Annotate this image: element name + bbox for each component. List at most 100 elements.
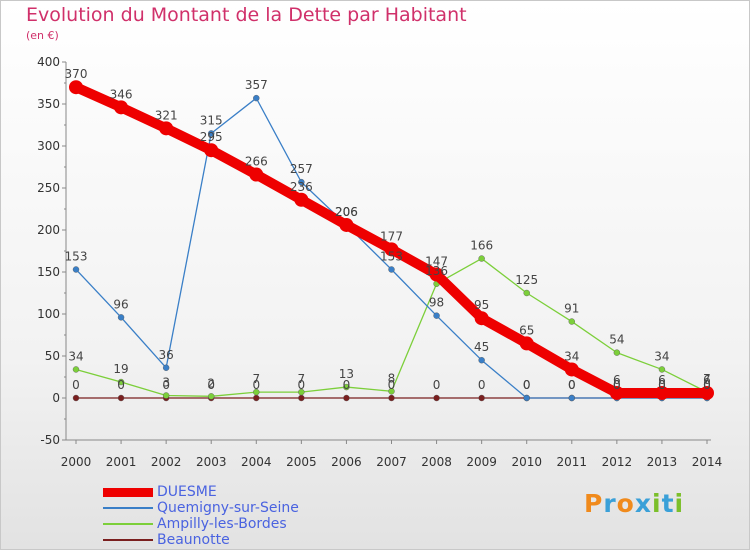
data-point-beaunotte bbox=[478, 394, 485, 402]
data-label-ampilly-les-bordes: 7 bbox=[252, 372, 260, 386]
x-tick-label: 2008 bbox=[421, 455, 452, 469]
logo-letter: t bbox=[661, 489, 675, 518]
data-label-ampilly-les-bordes: 13 bbox=[339, 367, 354, 381]
data-point-duesme bbox=[294, 192, 309, 207]
data-label-duesme: 370 bbox=[65, 67, 88, 81]
data-label-ampilly-les-bordes: 136 bbox=[425, 264, 448, 278]
legend-label: Ampilly-les-Bordes bbox=[157, 516, 287, 532]
data-point-quemigny-sur-seine bbox=[433, 312, 440, 319]
data-point-beaunotte bbox=[72, 394, 80, 402]
data-point-duesme bbox=[339, 217, 354, 232]
data-point-quemigny-sur-seine bbox=[117, 314, 125, 321]
data-label-beaunotte: 0 bbox=[252, 378, 260, 392]
data-label-quemigny-sur-seine: 206 bbox=[335, 205, 358, 219]
legend-item: Beaunotte bbox=[103, 532, 299, 548]
data-point-quemigny-sur-seine bbox=[208, 130, 215, 137]
data-label-duesme: 95 bbox=[474, 298, 489, 312]
logo-letter: x bbox=[634, 489, 652, 518]
data-point-duesme bbox=[429, 267, 444, 282]
data-label-beaunotte: 0 bbox=[207, 378, 215, 392]
data-point-quemigny-sur-seine bbox=[72, 266, 80, 273]
data-point-duesme bbox=[384, 242, 399, 257]
data-label-duesme: 6 bbox=[658, 373, 666, 387]
data-point-quemigny-sur-seine bbox=[298, 178, 305, 186]
y-tick-label: 200 bbox=[37, 223, 60, 237]
data-label-beaunotte: 0 bbox=[388, 378, 396, 392]
legend-label: Quemigny-sur-Seine bbox=[157, 500, 299, 516]
data-label-quemigny-sur-seine: 315 bbox=[200, 113, 223, 127]
data-label-beaunotte: 0 bbox=[613, 378, 621, 392]
y-tick-label: 50 bbox=[45, 349, 60, 363]
data-point-beaunotte bbox=[298, 394, 305, 402]
proxiti-logo: Proxiti bbox=[584, 489, 684, 518]
data-label-duesme: 177 bbox=[380, 229, 403, 243]
data-point-ampilly-les-bordes bbox=[72, 366, 80, 373]
data-label-quemigny-sur-seine: 0 bbox=[568, 378, 576, 392]
x-tick-label: 2004 bbox=[241, 455, 272, 469]
legend-swatch bbox=[103, 539, 153, 541]
legend-swatch bbox=[103, 507, 153, 509]
x-tick-label: 2000 bbox=[61, 455, 92, 469]
data-label-quemigny-sur-seine: 153 bbox=[65, 249, 88, 263]
x-tick-label: 2012 bbox=[602, 455, 633, 469]
data-label-ampilly-les-bordes: 19 bbox=[113, 362, 128, 376]
data-point-ampilly-les-bordes bbox=[523, 289, 530, 297]
data-label-beaunotte: 0 bbox=[343, 378, 351, 392]
data-label-duesme: 147 bbox=[425, 255, 448, 269]
x-tick-label: 2005 bbox=[286, 455, 317, 469]
data-point-ampilly-les-bordes bbox=[568, 318, 575, 325]
data-point-ampilly-les-bordes bbox=[658, 366, 666, 373]
chart-unit-label: (en €) bbox=[26, 29, 59, 42]
data-point-duesme bbox=[69, 80, 83, 95]
logo-letter: i bbox=[674, 489, 685, 518]
data-point-duesme bbox=[114, 100, 129, 115]
y-tick-label: 250 bbox=[37, 181, 60, 195]
data-label-ampilly-les-bordes: 8 bbox=[388, 371, 396, 385]
logo-letter: o bbox=[616, 489, 635, 518]
y-tick-label: 0 bbox=[52, 391, 60, 405]
x-tick-label: 2014 bbox=[692, 455, 723, 469]
y-tick-label: -50 bbox=[40, 433, 60, 447]
data-point-ampilly-les-bordes bbox=[388, 388, 395, 395]
logo-letter: P bbox=[584, 489, 604, 518]
data-label-duesme: 65 bbox=[519, 323, 534, 337]
data-label-beaunotte: 0 bbox=[703, 378, 711, 392]
legend-swatch bbox=[103, 487, 153, 497]
data-point-quemigny-sur-seine bbox=[162, 364, 170, 371]
data-label-duesme: 295 bbox=[200, 130, 223, 144]
data-label-quemigny-sur-seine: 98 bbox=[429, 296, 444, 310]
data-label-beaunotte: 0 bbox=[72, 378, 80, 392]
data-label-quemigny-sur-seine: 0 bbox=[523, 378, 531, 392]
data-label-duesme: 321 bbox=[155, 108, 178, 122]
data-label-beaunotte: 0 bbox=[478, 378, 486, 392]
data-point-ampilly-les-bordes bbox=[613, 349, 621, 356]
y-tick-label: 100 bbox=[37, 307, 60, 321]
x-tick-label: 2009 bbox=[466, 455, 497, 469]
chart-legend: DUESME Quemigny-sur-Seine Ampilly-les-Bord… bbox=[103, 484, 299, 548]
data-point-ampilly-les-bordes bbox=[117, 378, 125, 386]
legend-swatch bbox=[103, 523, 153, 525]
data-label-quemigny-sur-seine: 0 bbox=[703, 378, 711, 392]
logo-letter: i bbox=[652, 489, 662, 518]
data-label-beaunotte: 0 bbox=[523, 378, 531, 392]
data-label-beaunotte: 0 bbox=[568, 378, 576, 392]
data-label-ampilly-les-bordes: 34 bbox=[68, 349, 83, 363]
data-label-beaunotte: 0 bbox=[298, 378, 306, 392]
data-point-beaunotte bbox=[433, 394, 440, 402]
y-tick-label: 150 bbox=[37, 265, 60, 279]
data-label-ampilly-les-bordes: 54 bbox=[609, 333, 624, 347]
data-label-quemigny-sur-seine: 153 bbox=[380, 249, 403, 263]
y-tick-label: 300 bbox=[37, 139, 60, 153]
data-label-ampilly-les-bordes: 7 bbox=[703, 372, 711, 386]
legend-item: DUESME bbox=[103, 484, 299, 500]
x-tick-label: 2013 bbox=[647, 455, 678, 469]
data-label-beaunotte: 0 bbox=[117, 378, 125, 392]
data-point-beaunotte bbox=[388, 394, 395, 402]
data-label-duesme: 266 bbox=[245, 155, 268, 169]
data-label-beaunotte: 0 bbox=[433, 378, 441, 392]
data-point-ampilly-les-bordes bbox=[253, 388, 260, 396]
legend-item: Quemigny-sur-Seine bbox=[103, 500, 299, 516]
x-tick-label: 2006 bbox=[331, 455, 362, 469]
data-label-quemigny-sur-seine: 357 bbox=[245, 78, 268, 92]
